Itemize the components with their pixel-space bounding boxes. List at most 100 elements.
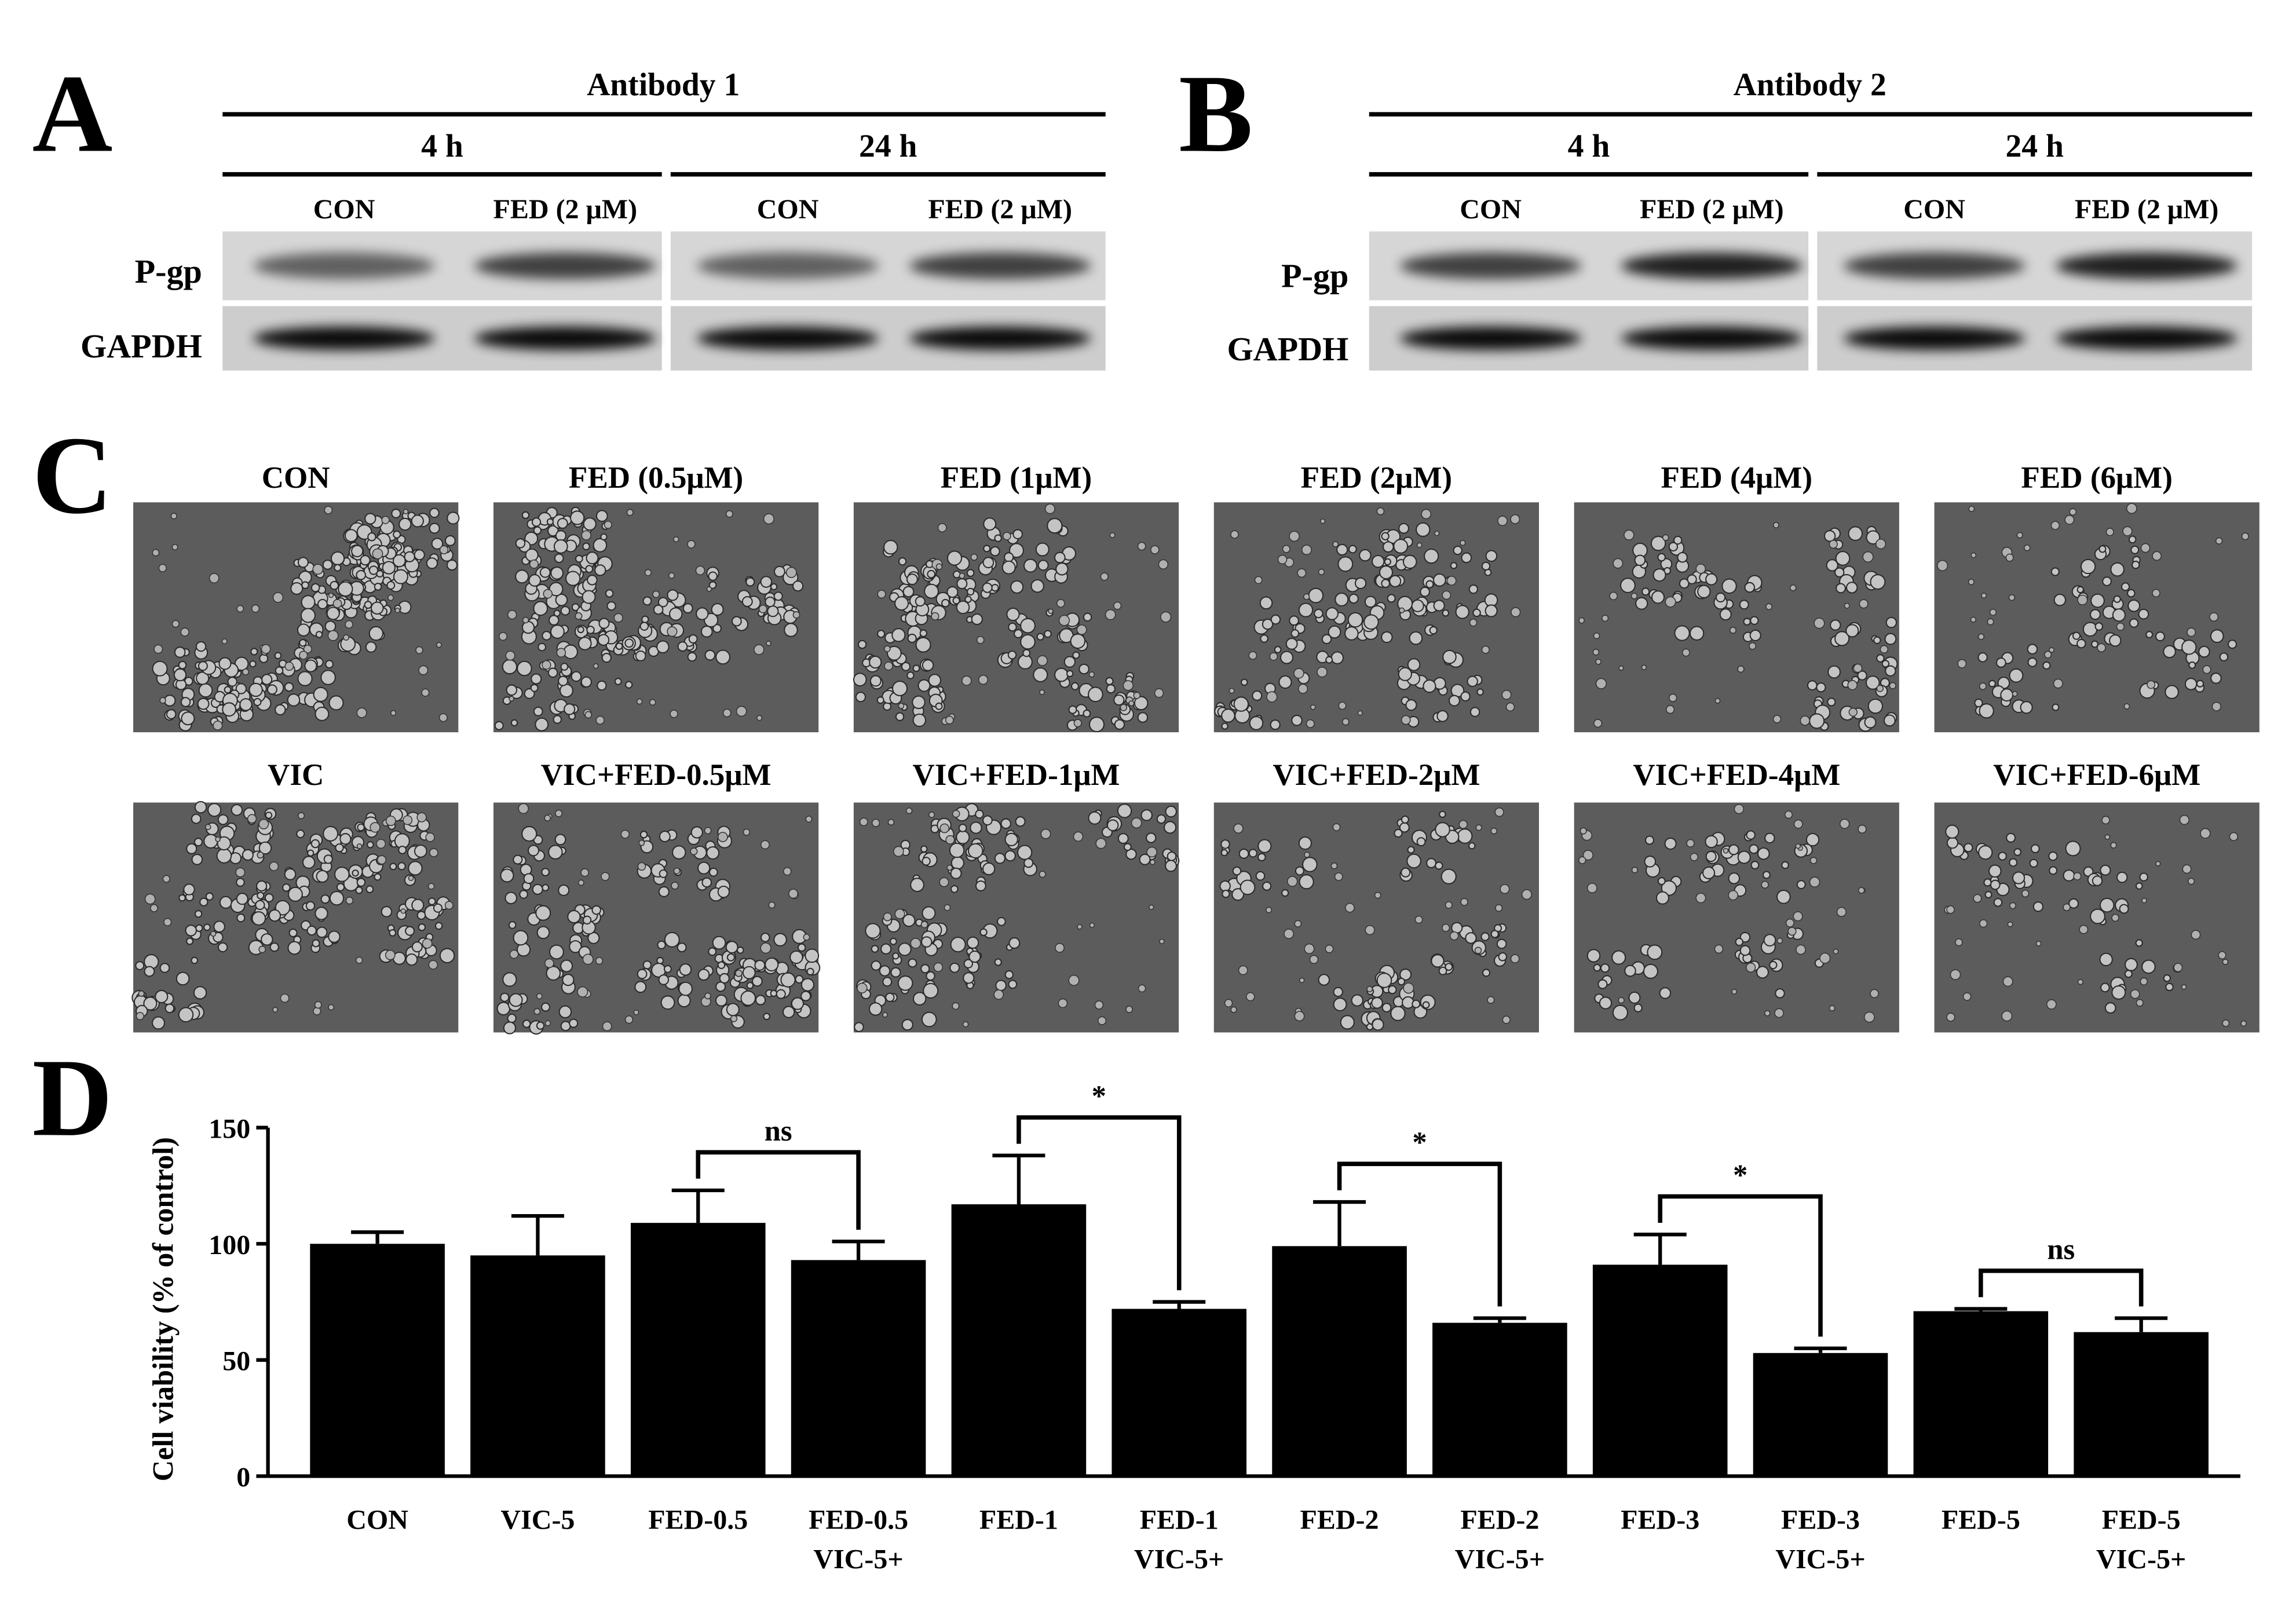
- cell: [178, 894, 186, 902]
- cell: [2165, 982, 2174, 992]
- cell: [2076, 638, 2086, 649]
- x-tick-label: VIC-5: [500, 1504, 575, 1535]
- cell: [393, 530, 401, 539]
- cell: [1756, 966, 1769, 979]
- cell: [595, 957, 604, 965]
- cell: [898, 557, 907, 566]
- cell: [1106, 684, 1116, 694]
- cell: [1578, 617, 1585, 624]
- cell: [1072, 651, 1080, 659]
- cell: [583, 517, 597, 531]
- cell: [404, 551, 415, 562]
- cell: [2127, 589, 2136, 598]
- cell: [2049, 647, 2054, 653]
- cell: [604, 520, 612, 529]
- cell: [1805, 832, 1820, 847]
- cell: [950, 856, 964, 870]
- cell: [1651, 590, 1665, 604]
- cell: [2202, 665, 2211, 674]
- cell: [312, 564, 324, 575]
- cell: [919, 629, 927, 637]
- cell: [356, 569, 366, 580]
- cell: [2063, 869, 2075, 882]
- cell: [297, 671, 313, 686]
- cell: [251, 911, 266, 926]
- cell: [316, 926, 328, 938]
- cell: [1232, 866, 1242, 876]
- cell: [1635, 597, 1648, 610]
- cell: [1695, 893, 1706, 904]
- cell: [2009, 668, 2024, 683]
- cell: [327, 630, 339, 641]
- cell: [1774, 1008, 1784, 1018]
- cell: [1314, 608, 1324, 619]
- x-tick-label: FED-2: [1300, 1504, 1379, 1535]
- cell: [1600, 963, 1610, 973]
- cell: [170, 513, 177, 520]
- cell: [2210, 629, 2224, 644]
- cell: [917, 679, 931, 692]
- cell: [766, 641, 772, 646]
- cell: [776, 989, 786, 999]
- cell: [284, 868, 297, 880]
- cell: [1359, 549, 1372, 562]
- cell: [898, 942, 912, 956]
- cell: [178, 1007, 194, 1023]
- cell: [1048, 608, 1054, 614]
- cell: [994, 534, 1002, 542]
- cell: [2024, 544, 2031, 551]
- cell: [1332, 541, 1339, 547]
- cell: [920, 845, 928, 853]
- cell: [2102, 576, 2112, 586]
- time-label: 24 h: [2006, 129, 2064, 165]
- cell: [941, 598, 950, 608]
- cell: [1796, 944, 1806, 955]
- cell: [1431, 954, 1445, 968]
- band: [474, 326, 656, 350]
- cell: [236, 913, 246, 923]
- cell: [741, 596, 753, 607]
- cell: [2064, 514, 2075, 525]
- cell: [150, 904, 158, 912]
- cell: [1020, 634, 1036, 650]
- cell: [1705, 835, 1718, 849]
- cell: [696, 607, 709, 620]
- cell: [800, 978, 814, 992]
- cell: [2027, 657, 2038, 667]
- cell: [261, 933, 273, 946]
- cell: [1494, 807, 1504, 817]
- cell: [725, 510, 733, 518]
- cell: [1345, 902, 1355, 913]
- cell: [1351, 994, 1363, 1007]
- cell: [894, 596, 909, 611]
- cell: [1390, 1006, 1406, 1021]
- cell: [567, 909, 581, 924]
- cell: [1731, 988, 1738, 995]
- cell: [963, 959, 973, 969]
- cell: [1450, 562, 1458, 569]
- error-bar: [832, 1240, 885, 1260]
- cell: [575, 554, 583, 563]
- cell: [677, 641, 688, 652]
- cell: [1055, 942, 1065, 953]
- cell: [1289, 531, 1300, 542]
- cell: [2116, 871, 2128, 883]
- cell: [2021, 889, 2030, 898]
- cell: [1793, 819, 1803, 829]
- cell: [372, 548, 383, 560]
- cell: [1836, 583, 1846, 594]
- panel-letter: A: [32, 52, 113, 175]
- micrograph-label: FED (2μM): [1301, 461, 1453, 495]
- cell: [624, 638, 634, 648]
- cell: [2079, 924, 2089, 934]
- cell: [2123, 703, 2130, 710]
- cell: [2141, 897, 2147, 904]
- cell: [334, 867, 350, 882]
- cell: [1407, 846, 1415, 854]
- cell: [415, 646, 423, 655]
- cell: [532, 883, 543, 895]
- cell: [307, 849, 315, 857]
- cell: [1834, 567, 1845, 578]
- cell: [990, 546, 1000, 557]
- cell: [644, 569, 652, 576]
